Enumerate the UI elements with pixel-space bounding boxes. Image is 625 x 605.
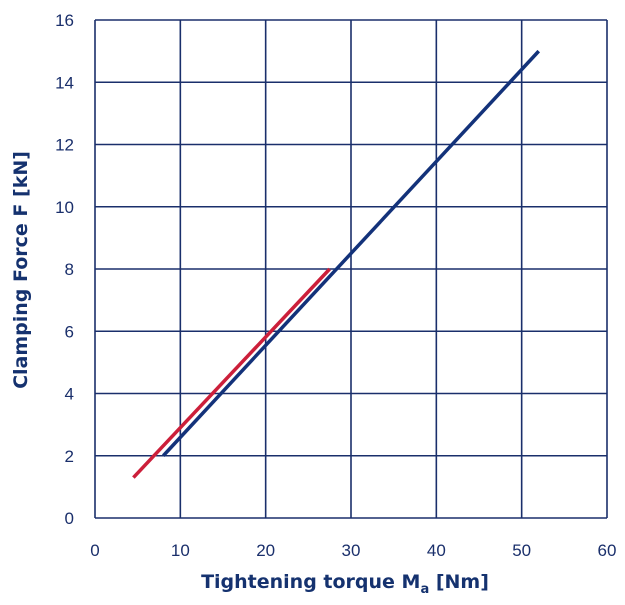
x-tick-label: 0 [90, 541, 99, 560]
series-line-1 [161, 49, 541, 457]
x-tick-labels: 0 10 20 30 40 50 60 [90, 541, 616, 560]
y-tick-label: 2 [65, 447, 74, 466]
y-tick-label: 16 [55, 11, 74, 30]
y-tick-label: 10 [55, 198, 74, 217]
x-tick-label: 40 [427, 541, 446, 560]
x-axis-title-main: Tightening torque M [201, 571, 420, 593]
x-axis-title-sub: a [420, 582, 429, 597]
x-axis-title-tail: [Nm] [429, 571, 489, 593]
y-axis-title: Clamping Force F [kN] [10, 151, 32, 389]
x-tick-label: 60 [598, 541, 617, 560]
y-tick-label: 8 [65, 260, 74, 279]
grid [94, 19, 608, 519]
y-tick-labels: 0 2 4 6 8 10 12 14 16 [55, 11, 74, 528]
x-tick-label: 20 [256, 541, 275, 560]
x-tick-label: 50 [512, 541, 531, 560]
series-line-2 [132, 267, 331, 479]
y-tick-label: 14 [55, 73, 74, 92]
series-layer [132, 49, 541, 479]
y-tick-label: 4 [65, 385, 74, 404]
y-tick-label: 6 [65, 322, 74, 341]
x-axis-title: Tightening torque Ma [Nm] [201, 571, 489, 597]
x-tick-label: 10 [171, 541, 190, 560]
y-tick-label: 12 [55, 136, 74, 155]
x-tick-label: 30 [342, 541, 361, 560]
y-tick-label: 0 [65, 509, 74, 528]
